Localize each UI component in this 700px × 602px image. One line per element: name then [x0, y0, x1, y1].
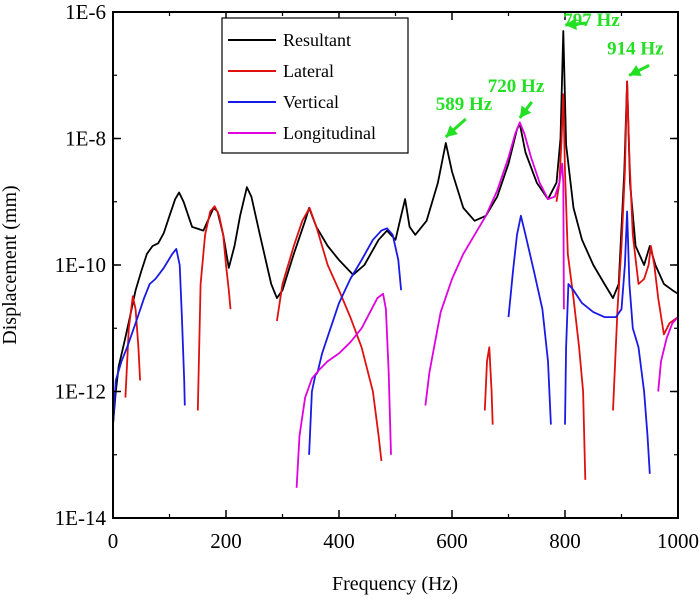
x-tick-label: 200 — [210, 529, 242, 553]
series-line-lateral-segment-5 — [555, 93, 587, 480]
annotation-label: 589 Hz — [436, 94, 493, 115]
legend-label-lateral: Lateral — [283, 61, 334, 81]
legend: Resultant Lateral Vertical Longitudinal — [221, 17, 409, 154]
y-tick-label: 1E-12 — [55, 380, 106, 404]
series-line-lateral-segment-2 — [196, 205, 232, 411]
y-axis-ticks: 1E-14 1E-12 1E-10 1E-8 1E-6 — [55, 0, 678, 530]
x-tick-label: 800 — [549, 529, 581, 553]
series-line-longitudinal-segment-3 — [657, 316, 678, 392]
annotation-label: 797 Hz — [563, 10, 620, 31]
series-line-vertical-segment-3 — [507, 214, 552, 425]
y-tick-label: 1E-6 — [65, 0, 106, 24]
legend-label-resultant: Resultant — [283, 30, 351, 50]
x-tick-label: 400 — [323, 529, 355, 553]
x-tick-label: 600 — [436, 529, 468, 553]
x-axis-title: Frequency (Hz) — [332, 573, 458, 595]
legend-label-vertical: Vertical — [283, 92, 339, 112]
x-tick-label: 0 — [108, 529, 119, 553]
y-tick-label: 1E-14 — [55, 506, 107, 530]
series-line-vertical-segment-1 — [113, 248, 186, 425]
series-line-longitudinal-segment-1 — [295, 292, 392, 488]
legend-label-longitudinal: Longitudinal — [283, 123, 376, 143]
x-axis-ticks: 0 200 400 600 800 1000 — [108, 12, 699, 553]
y-tick-label: 1E-10 — [55, 253, 106, 277]
series-line-lateral-segment-6 — [612, 80, 678, 411]
annotation-label: 720 Hz — [488, 76, 545, 97]
annotation-label: 914 Hz — [607, 38, 664, 59]
series-line-resultant-segment-1 — [113, 30, 678, 425]
x-tick-label: 1000 — [657, 529, 699, 553]
series-line-lateral-segment-1 — [124, 295, 141, 398]
annotation-arrow-head — [445, 125, 458, 137]
series-layer — [113, 30, 678, 488]
series-line-lateral-segment-4 — [483, 346, 494, 425]
y-axis-title: Displacement (mm) — [0, 185, 21, 344]
annotation-arrow-head — [519, 105, 532, 118]
y-tick-label: 1E-8 — [65, 127, 106, 151]
series-line-lateral-segment-3 — [276, 207, 383, 461]
series-line-vertical-segment-4 — [564, 210, 651, 474]
series-line-longitudinal-segment-2 — [424, 121, 565, 406]
annotation-arrow-head — [629, 65, 642, 76]
annotation-arrow-head — [565, 18, 577, 31]
